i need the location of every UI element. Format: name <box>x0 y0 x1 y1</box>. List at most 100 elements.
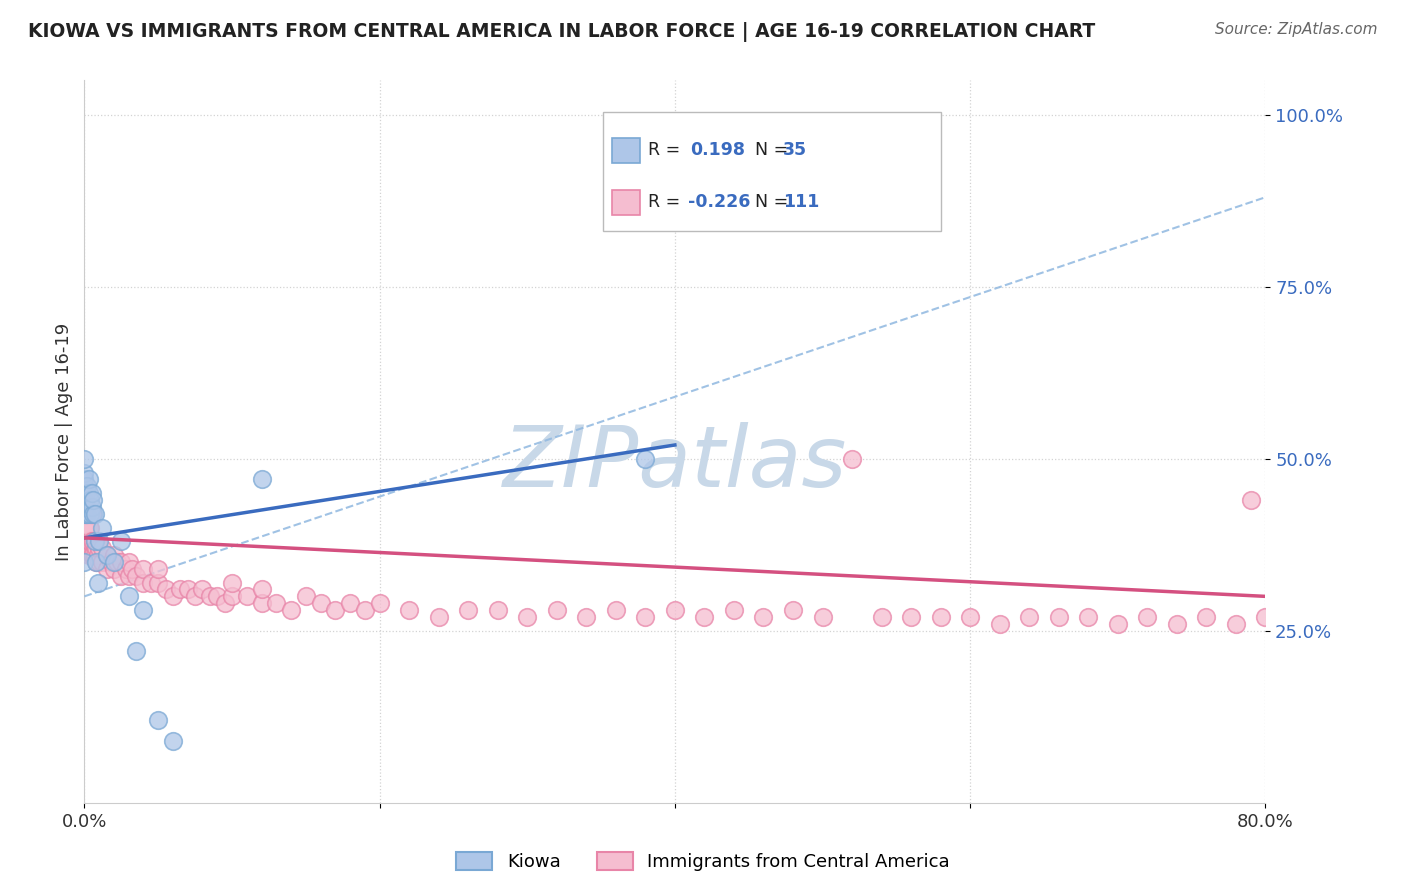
Text: Source: ZipAtlas.com: Source: ZipAtlas.com <box>1215 22 1378 37</box>
Point <box>516 610 538 624</box>
Point <box>91 520 114 534</box>
Point <box>1195 610 1218 624</box>
Point <box>73 493 96 508</box>
Point <box>486 603 509 617</box>
Point <box>546 603 568 617</box>
Point <box>76 507 98 521</box>
Point <box>634 451 657 466</box>
Point <box>118 568 141 582</box>
Point <box>86 575 108 590</box>
Point <box>148 575 170 590</box>
Point <box>121 562 143 576</box>
Point <box>664 603 686 617</box>
Text: KIOWA VS IMMIGRANTS FROM CENTRAL AMERICA IN LABOR FORCE | AGE 16-19 CORRELATION : KIOWA VS IMMIGRANTS FROM CENTRAL AMERICA… <box>28 22 1095 42</box>
Point <box>76 520 98 534</box>
Point <box>73 520 96 534</box>
Point <box>339 596 361 610</box>
Point <box>79 507 101 521</box>
Point <box>139 575 162 590</box>
Point <box>75 520 97 534</box>
Point <box>118 555 141 569</box>
Point <box>132 575 155 590</box>
Point <box>236 590 259 604</box>
Point <box>398 603 420 617</box>
Text: N =: N = <box>744 141 793 160</box>
Point <box>575 610 598 624</box>
Point <box>605 603 627 617</box>
Point <box>198 590 221 604</box>
Point <box>73 507 96 521</box>
Text: N =: N = <box>744 193 793 211</box>
Point <box>782 603 804 617</box>
Point <box>325 603 347 617</box>
Point <box>870 610 893 624</box>
Point <box>266 596 288 610</box>
Point <box>75 493 97 508</box>
Point <box>1240 493 1263 508</box>
Point <box>103 555 125 569</box>
Point <box>87 534 111 549</box>
Point <box>1254 610 1277 624</box>
Point <box>100 555 122 569</box>
Point <box>114 562 136 576</box>
Point <box>752 610 775 624</box>
Point <box>82 534 104 549</box>
Point <box>91 541 114 556</box>
Point <box>75 507 97 521</box>
Point <box>132 562 155 576</box>
Point <box>83 534 105 549</box>
Point <box>103 548 125 562</box>
Point <box>280 603 302 617</box>
Text: 0.198: 0.198 <box>690 141 745 160</box>
Point <box>77 548 100 562</box>
Point <box>125 568 148 582</box>
Point <box>1270 616 1292 631</box>
Point <box>86 548 108 562</box>
Point <box>221 575 243 590</box>
Point <box>105 555 128 569</box>
Point <box>73 472 96 486</box>
Point <box>118 590 141 604</box>
Point <box>79 493 101 508</box>
Point <box>841 451 863 466</box>
Point <box>250 596 273 610</box>
Point <box>83 507 105 521</box>
Point <box>110 568 132 582</box>
Y-axis label: In Labor Force | Age 16-19: In Labor Force | Age 16-19 <box>55 322 73 561</box>
Point <box>1313 616 1336 631</box>
Point <box>77 534 100 549</box>
Point <box>73 534 96 549</box>
Point <box>80 534 103 549</box>
Point <box>84 555 107 569</box>
Point <box>207 590 229 604</box>
Point <box>79 534 101 549</box>
Point <box>82 493 104 508</box>
Point <box>177 582 200 597</box>
Text: R =: R = <box>648 193 686 211</box>
Point <box>103 562 125 576</box>
Point <box>169 582 191 597</box>
Point <box>929 610 952 624</box>
Point <box>132 603 155 617</box>
Point <box>80 548 103 562</box>
Point <box>1284 616 1306 631</box>
Point <box>1047 610 1070 624</box>
Point <box>83 534 105 549</box>
Text: ZIPatlas: ZIPatlas <box>503 422 846 505</box>
Point <box>1166 616 1188 631</box>
Point <box>1225 616 1247 631</box>
Point <box>110 534 132 549</box>
Point <box>73 479 96 493</box>
Text: 111: 111 <box>783 193 820 211</box>
Point <box>96 562 118 576</box>
Point <box>368 596 391 610</box>
Legend: Kiowa, Immigrants from Central America: Kiowa, Immigrants from Central America <box>449 845 957 879</box>
Point <box>354 603 377 617</box>
Point <box>82 548 104 562</box>
Point <box>96 548 118 562</box>
Point <box>77 486 100 500</box>
Point <box>73 493 96 508</box>
Point <box>148 562 170 576</box>
Point <box>80 507 103 521</box>
Point <box>82 507 104 521</box>
